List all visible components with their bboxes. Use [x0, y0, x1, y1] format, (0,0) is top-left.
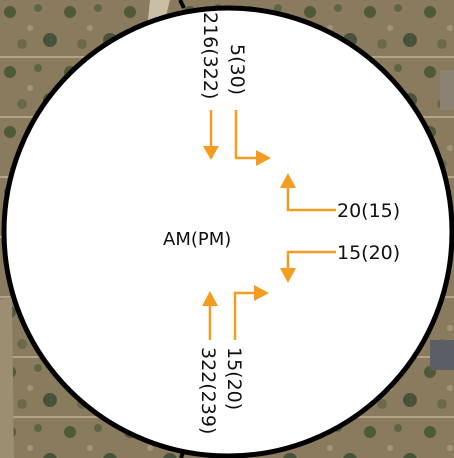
road-line	[0, 296, 14, 458]
north-through-volume: 216(322)	[199, 12, 221, 99]
arrow-head	[256, 150, 271, 166]
arrow-head	[254, 285, 269, 301]
east-top-volume: 20(15)	[337, 200, 400, 222]
building-roof	[430, 340, 454, 370]
north-right-arrow	[234, 110, 258, 160]
arrow-head	[202, 291, 218, 306]
center-label: AM(PM)	[163, 229, 231, 250]
movement-arrows	[208, 110, 336, 340]
diagram-circle	[1, 5, 454, 458]
arrow-head	[203, 146, 219, 160]
south-right-arrow	[233, 291, 256, 340]
east-bottom-arrow	[286, 250, 336, 270]
east-bottom-volume: 15(20)	[337, 242, 400, 264]
leader-line	[179, 449, 186, 458]
east-top-arrow	[286, 186, 336, 212]
arrow-head	[280, 173, 296, 188]
north-right-volume: 5(30)	[226, 44, 248, 95]
south-through-volume: 322(239)	[197, 347, 219, 434]
leader-line	[178, 0, 186, 9]
arrow-heads	[202, 146, 296, 306]
south-right-volume: 15(20)	[223, 347, 245, 410]
arrow-head	[280, 268, 296, 283]
building-roof	[440, 70, 454, 110]
